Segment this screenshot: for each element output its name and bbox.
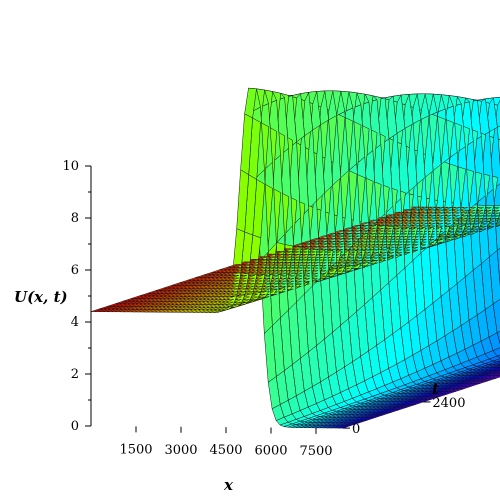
t-tick-label: 0	[352, 422, 360, 437]
t-axis-title: t	[432, 380, 439, 398]
surface-patch	[90, 308, 104, 312]
z-tick-label: 4	[71, 315, 79, 330]
x-tick-label: 3000	[164, 443, 197, 458]
z-tick-label: 6	[71, 263, 79, 278]
z-axis: 0 2 4 6 8 10 U(x, t)	[14, 159, 92, 434]
z-tick-label: 2	[71, 367, 79, 382]
x-ticks: 1500 3000 4500 6000 7500	[119, 426, 333, 459]
x-axis: 1500 3000 4500 6000 7500 x	[119, 426, 333, 494]
z-tick-label: 8	[71, 211, 79, 226]
z-axis-title: U(x, t)	[14, 288, 68, 306]
x-tick-label: 1500	[119, 442, 152, 457]
x-axis-title: x	[223, 476, 234, 494]
t-tick-label: 2400	[432, 396, 465, 411]
t-axis: 02400480072009600 t	[343, 380, 465, 437]
x-tick-label: 4500	[209, 443, 242, 458]
z-tick-label: 0	[71, 419, 79, 434]
t-ticks: 02400480072009600	[343, 396, 465, 437]
x-tick-label: 6000	[254, 444, 287, 459]
surface-mesh	[90, 87, 500, 429]
x-tick-label: 7500	[299, 444, 332, 459]
z-tick-label: 10	[62, 159, 79, 174]
z-ticks: 0 2 4 6 8 10	[62, 159, 91, 434]
